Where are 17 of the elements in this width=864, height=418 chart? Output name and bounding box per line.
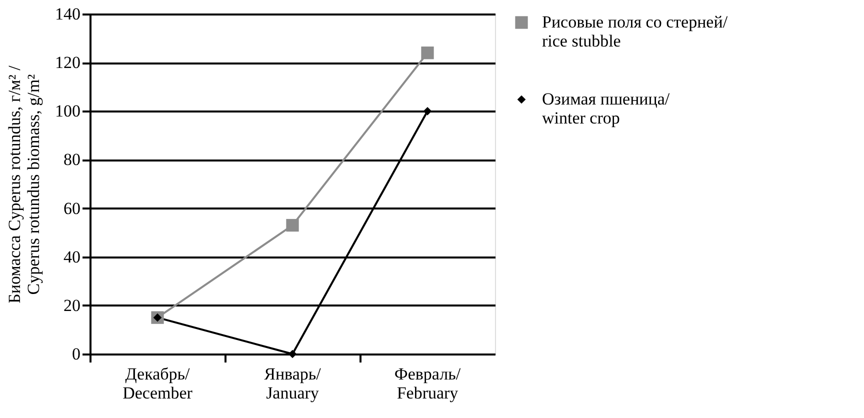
legend-label: Озимая пшеница/ winter crop (542, 90, 670, 128)
y-tick-label: 20 (64, 296, 80, 315)
x-tick-label: Декабрь/ December (122, 364, 193, 402)
point (423, 106, 432, 116)
y-tick-label: 140 (55, 4, 80, 24)
y-tick-label: 120 (55, 53, 80, 72)
y-tick-label: 60 (64, 198, 80, 218)
x-tick-label: Февраль/ February (394, 364, 461, 402)
y-axis-title: Биомасса Cyperus rotundus, г/м² / Cyperus rotundus biomass, g/m² (5, 65, 43, 304)
legend-label: Рисовые поля со стерней/ rice stubble (542, 12, 728, 50)
y-tick-label: 0 (72, 344, 80, 364)
y-tick-label: 40 (64, 247, 80, 266)
point (286, 218, 299, 232)
y-tick-label: 100 (55, 102, 80, 121)
y-tick-label: 80 (64, 150, 80, 170)
point (421, 46, 434, 60)
x-tick-label: Январь/ January (264, 364, 322, 402)
